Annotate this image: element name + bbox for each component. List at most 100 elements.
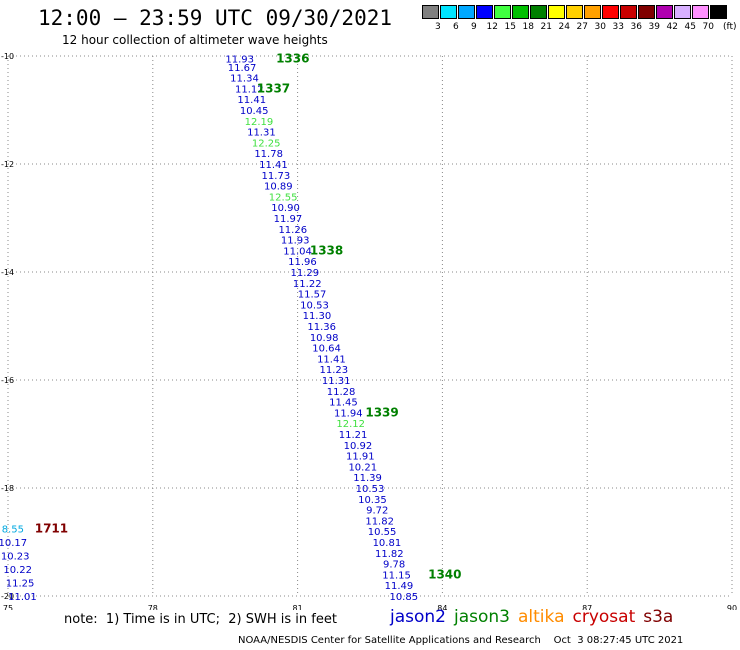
colorbar-unit: (ft) [723, 22, 737, 32]
colorbar-swatch [494, 5, 511, 19]
colorbar-label: 3 [435, 22, 441, 32]
y-tick-label: -18 [1, 484, 14, 493]
colorbar-swatch [440, 5, 457, 19]
x-tick-label: 84 [437, 604, 447, 610]
colorbar-swatch [476, 5, 493, 19]
cycle-number-label: 1338 [310, 243, 343, 257]
legend-entry-jason2: jason2 [390, 607, 446, 627]
wave-height-label: 11.30 [303, 311, 332, 322]
wave-height-label: 11.94 [334, 408, 363, 419]
wave-height-label: 11.96 [288, 257, 317, 268]
wave-height-label: 11.31 [322, 376, 351, 387]
colorbar-label: 21 [540, 22, 552, 32]
wave-height-label: 10.89 [264, 182, 293, 193]
colorbar-label: 15 [504, 22, 516, 32]
wave-height-label: 10.98 [310, 333, 339, 344]
wave-height-label: 11.93 [225, 55, 254, 66]
wave-height-label: 10.90 [271, 203, 300, 214]
legend-entry-altika: altika [518, 607, 565, 627]
colorbar-label: 33 [612, 22, 624, 32]
wave-height-label: 11.41 [317, 354, 346, 365]
colorbar-label: 18 [522, 22, 534, 32]
wave-height-label: 10.17 [0, 538, 27, 549]
x-tick-label: 81 [293, 604, 303, 610]
wave-height-label: 10.92 [344, 441, 373, 452]
grid-lines [7, 55, 733, 597]
colorbar-label: 24 [558, 22, 570, 32]
wave-height-label: 11.12 [235, 84, 264, 95]
x-tick-label: 87 [582, 604, 592, 610]
colorbar-swatch [584, 5, 601, 19]
colorbar-label: 39 [648, 22, 660, 32]
colorbar-label: 27 [576, 22, 588, 32]
altimeter-map-plot: 75 78 81 84 87 90-10-12-14-16-18-20 11.9311.6… [0, 52, 737, 610]
wave-height-label: 11.57 [298, 290, 327, 301]
wave-height-label: 11.25 [6, 579, 35, 590]
colorbar-swatch [512, 5, 529, 19]
cycle-number-label: 1339 [365, 405, 398, 419]
wave-height-label: 11.78 [254, 149, 283, 160]
wave-height-label: 10.22 [3, 565, 32, 576]
colorbar-swatch [674, 5, 691, 19]
colorbar-swatch [710, 5, 727, 19]
wave-height-label: 11.34 [230, 74, 259, 85]
y-tick-label: -12 [1, 160, 14, 169]
wave-height-label: 11.82 [365, 516, 394, 527]
wave-height-points: 11.9311.6711.3411.1211.4110.4512.1911.31… [0, 55, 418, 603]
wave-height-label: 11.26 [278, 225, 307, 236]
wave-height-label: 12.19 [245, 117, 274, 128]
colorbar-label: 30 [594, 22, 606, 32]
legend-entry-jason3: jason3 [454, 607, 510, 627]
colorbar-swatch [656, 5, 673, 19]
y-tick-label: -14 [1, 268, 14, 277]
wave-height-label: 11.15 [382, 570, 411, 581]
colorbar-swatch [422, 5, 439, 19]
wave-height-label: 11.41 [237, 95, 266, 106]
cycle-number-label: 1336 [276, 52, 309, 66]
colorbar-swatch [566, 5, 583, 19]
wave-height-label: 11.04 [283, 246, 312, 257]
wave-height-label: 12.25 [252, 138, 281, 149]
credit-line: NOAA/NESDIS Center for Satellite Applica… [238, 635, 684, 646]
wave-height-label: 11.39 [353, 473, 382, 484]
colorbar-label: 6 [453, 22, 459, 32]
wave-height-label: 12.55 [269, 192, 298, 203]
colorbar-swatch [458, 5, 475, 19]
wave-height-label: 11.49 [385, 581, 414, 592]
wave-height-label: 11.73 [262, 171, 291, 182]
y-tick-label: -10 [1, 52, 14, 61]
wave-height-label: 10.81 [373, 538, 402, 549]
wave-height-label: 10.53 [300, 300, 329, 311]
wave-height-label: 11.31 [247, 128, 276, 139]
wave-height-label: 11.97 [274, 214, 303, 225]
x-tick-label: 90 [727, 604, 737, 610]
wave-height-label: 11.82 [375, 549, 404, 560]
satellite-legend: jason2 jason3 altika cryosat s3a [390, 607, 681, 627]
wave-height-label: 11.29 [291, 268, 320, 279]
wave-height-label: 11.91 [346, 452, 375, 463]
chart-subtitle: 12 hour collection of altimeter wave hei… [62, 33, 328, 47]
wave-height-label: 11.93 [281, 236, 310, 247]
colorbar-swatch [692, 5, 709, 19]
wave-height-label: 10.21 [348, 462, 377, 473]
x-tick-label: 78 [148, 604, 158, 610]
note-text: note: 1) Time is in UTC; 2) SWH is in fe… [64, 612, 337, 627]
colorbar-label: 70 [702, 22, 714, 32]
wave-height-label: 10.55 [368, 527, 397, 538]
wave-height-label: 10.85 [389, 592, 418, 603]
wave-height-label: 9.72 [366, 506, 388, 517]
cycle-number-label: 1711 [35, 522, 68, 536]
wave-height-label: 9.78 [383, 560, 405, 571]
wave-height-label: 11.36 [307, 322, 336, 333]
colorbar-swatch [638, 5, 655, 19]
legend-entry-cryosat: cryosat [572, 607, 636, 627]
colorbar-swatch [602, 5, 619, 19]
wave-height-label: 11.21 [339, 430, 368, 441]
wave-height-label: 11.45 [329, 398, 358, 409]
wave-height-label: 11.22 [293, 279, 322, 290]
wave-height-label: 11.28 [327, 387, 356, 398]
wave-height-label: 11.41 [259, 160, 288, 171]
legend-entry-s3a: s3a [643, 607, 674, 627]
wave-height-label: 8.55 [2, 525, 24, 536]
wave-height-label: 10.35 [358, 495, 387, 506]
